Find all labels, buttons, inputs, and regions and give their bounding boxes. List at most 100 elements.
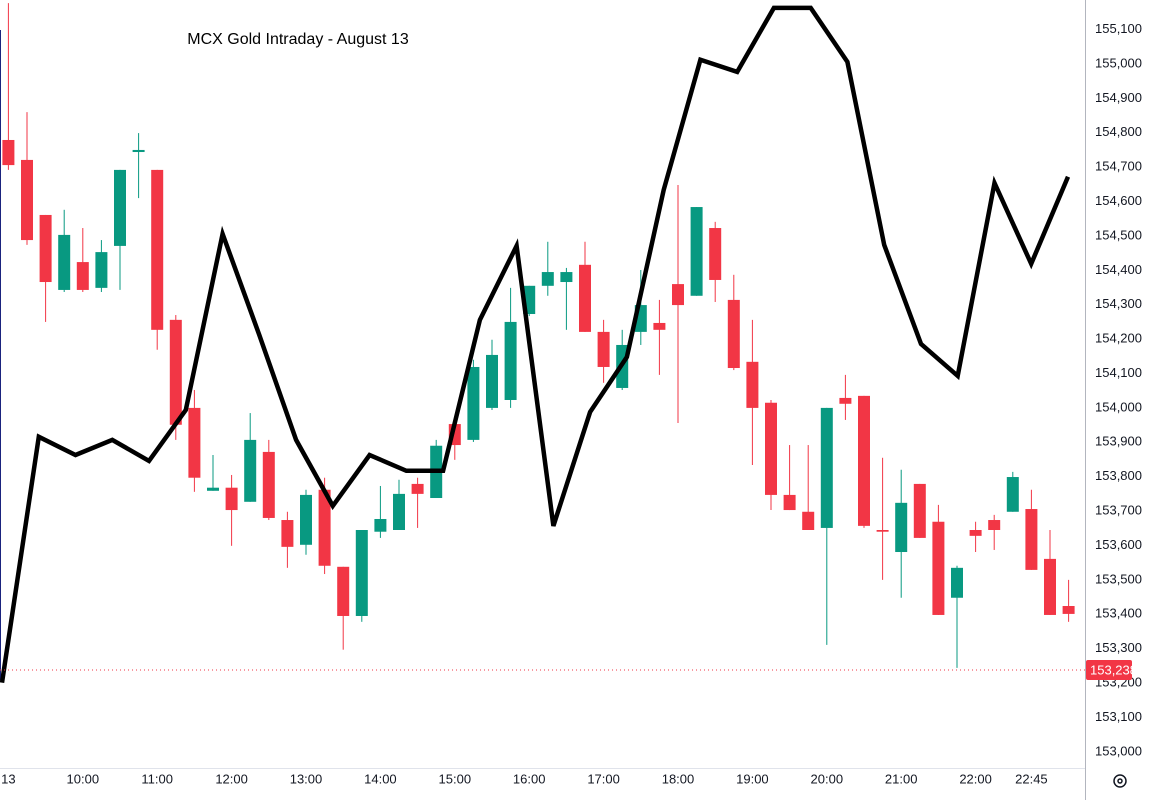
x-tick-label: 19:00 bbox=[736, 771, 769, 786]
x-tick-label: 12:00 bbox=[215, 771, 248, 786]
candle-body bbox=[932, 521, 945, 615]
y-tick-label: 153,300 bbox=[1095, 640, 1142, 655]
candle-body bbox=[597, 331, 610, 367]
y-tick-label: 153,700 bbox=[1095, 503, 1142, 518]
y-tick-label: 154,500 bbox=[1095, 227, 1142, 242]
y-tick-label: 154,800 bbox=[1095, 124, 1142, 139]
candle-body bbox=[969, 529, 982, 536]
y-tick-label: 153,500 bbox=[1095, 571, 1142, 586]
candle-body bbox=[114, 169, 126, 246]
y-tick-label: 154,700 bbox=[1095, 159, 1142, 174]
y-tick-label: 154,600 bbox=[1095, 193, 1142, 208]
candle-body bbox=[76, 262, 89, 290]
candle-body bbox=[169, 319, 182, 425]
y-tick-label: 153,900 bbox=[1095, 434, 1142, 449]
y-tick-label: 154,000 bbox=[1095, 399, 1142, 414]
settings-icon[interactable] bbox=[1113, 774, 1127, 788]
candle-body bbox=[486, 354, 498, 408]
x-tick-label: 13:00 bbox=[290, 771, 323, 786]
x-tick-label: 14:00 bbox=[364, 771, 397, 786]
candle-body bbox=[690, 207, 703, 296]
last-price-box bbox=[1086, 659, 1132, 680]
candle-body bbox=[895, 502, 908, 553]
candle-body bbox=[39, 214, 52, 283]
candle-body bbox=[281, 520, 294, 547]
y-tick-label: 154,300 bbox=[1095, 296, 1142, 311]
candle-body bbox=[1062, 606, 1075, 614]
candle-body bbox=[337, 566, 350, 616]
candle-body bbox=[783, 494, 796, 511]
gear-ring[interactable] bbox=[1113, 774, 1127, 788]
y-tick-label: 154,400 bbox=[1095, 262, 1142, 277]
y-tick-label: 154,900 bbox=[1095, 90, 1142, 105]
candle-body bbox=[151, 169, 164, 330]
candle-body bbox=[579, 264, 591, 332]
candle-body bbox=[820, 407, 833, 528]
candle-body bbox=[411, 483, 424, 494]
candle-body bbox=[988, 520, 1001, 530]
candle-body bbox=[802, 511, 815, 530]
plot-area bbox=[0, 3, 1085, 684]
y-tick-label: 153,800 bbox=[1095, 468, 1142, 483]
x-tick-label: 21:00 bbox=[885, 771, 918, 786]
gear-center[interactable] bbox=[1117, 778, 1123, 784]
candle-body bbox=[765, 402, 777, 495]
y-tick-label: 154,200 bbox=[1095, 331, 1142, 346]
x-tick-label: 22:00 bbox=[959, 771, 992, 786]
candle-body bbox=[318, 489, 331, 566]
candle-body bbox=[1044, 558, 1056, 615]
x-tick-label: 15:00 bbox=[439, 771, 472, 786]
x-tick-label: 11:00 bbox=[141, 771, 173, 786]
x-tick-label: 16:00 bbox=[513, 771, 546, 786]
candle-body bbox=[709, 228, 722, 280]
candle-body bbox=[876, 529, 889, 532]
candle-body bbox=[2, 139, 15, 166]
candle-body bbox=[95, 252, 108, 288]
candle-body bbox=[858, 395, 870, 526]
candle-body bbox=[653, 322, 666, 330]
candle-body bbox=[560, 272, 573, 283]
candle-body bbox=[244, 439, 257, 502]
axes: 153,000153,100153,200153,300153,400153,5… bbox=[1, 21, 1142, 786]
y-tick-label: 153,600 bbox=[1095, 537, 1142, 552]
x-tick-label: 10:00 bbox=[67, 771, 100, 786]
last-price-label: 153,238 bbox=[1090, 662, 1137, 677]
candle-body bbox=[21, 159, 33, 241]
y-tick-label: 155,100 bbox=[1095, 21, 1142, 36]
y-tick-label: 153,000 bbox=[1095, 743, 1142, 758]
candle-body bbox=[1025, 509, 1038, 570]
chart-title: MCX Gold Intraday - August 13 bbox=[187, 31, 409, 48]
candle-body bbox=[393, 493, 405, 530]
candle-body bbox=[727, 299, 740, 369]
y-tick-label: 155,000 bbox=[1095, 55, 1142, 70]
x-tick-label: 22:45 bbox=[1015, 771, 1048, 786]
candle-body bbox=[541, 272, 554, 286]
y-tick-label: 154,100 bbox=[1095, 365, 1142, 380]
candle-body bbox=[207, 487, 219, 491]
overlay-line bbox=[0, 5, 1071, 684]
x-tick-label: 18:00 bbox=[662, 771, 695, 786]
candle-body bbox=[374, 518, 387, 532]
y-tick-label: 153,100 bbox=[1095, 709, 1142, 724]
x-tick-label: 17:00 bbox=[587, 771, 620, 786]
y-tick-label: 153,400 bbox=[1095, 606, 1142, 621]
candle-body bbox=[746, 361, 759, 408]
candle-body bbox=[672, 284, 684, 306]
candle-body bbox=[225, 487, 238, 511]
candle-body bbox=[132, 149, 145, 153]
candle-body bbox=[355, 529, 368, 616]
candle-body bbox=[467, 366, 480, 440]
candle-body bbox=[188, 407, 201, 478]
candle-body bbox=[913, 483, 926, 538]
candle-body bbox=[300, 494, 312, 545]
candle-body bbox=[839, 397, 852, 404]
candle-body bbox=[262, 451, 275, 518]
x-tick-label: 13 bbox=[1, 771, 15, 786]
candle-body bbox=[951, 567, 963, 598]
candle-body bbox=[58, 234, 71, 290]
candle-body bbox=[1006, 477, 1019, 512]
candle-body bbox=[504, 321, 517, 400]
